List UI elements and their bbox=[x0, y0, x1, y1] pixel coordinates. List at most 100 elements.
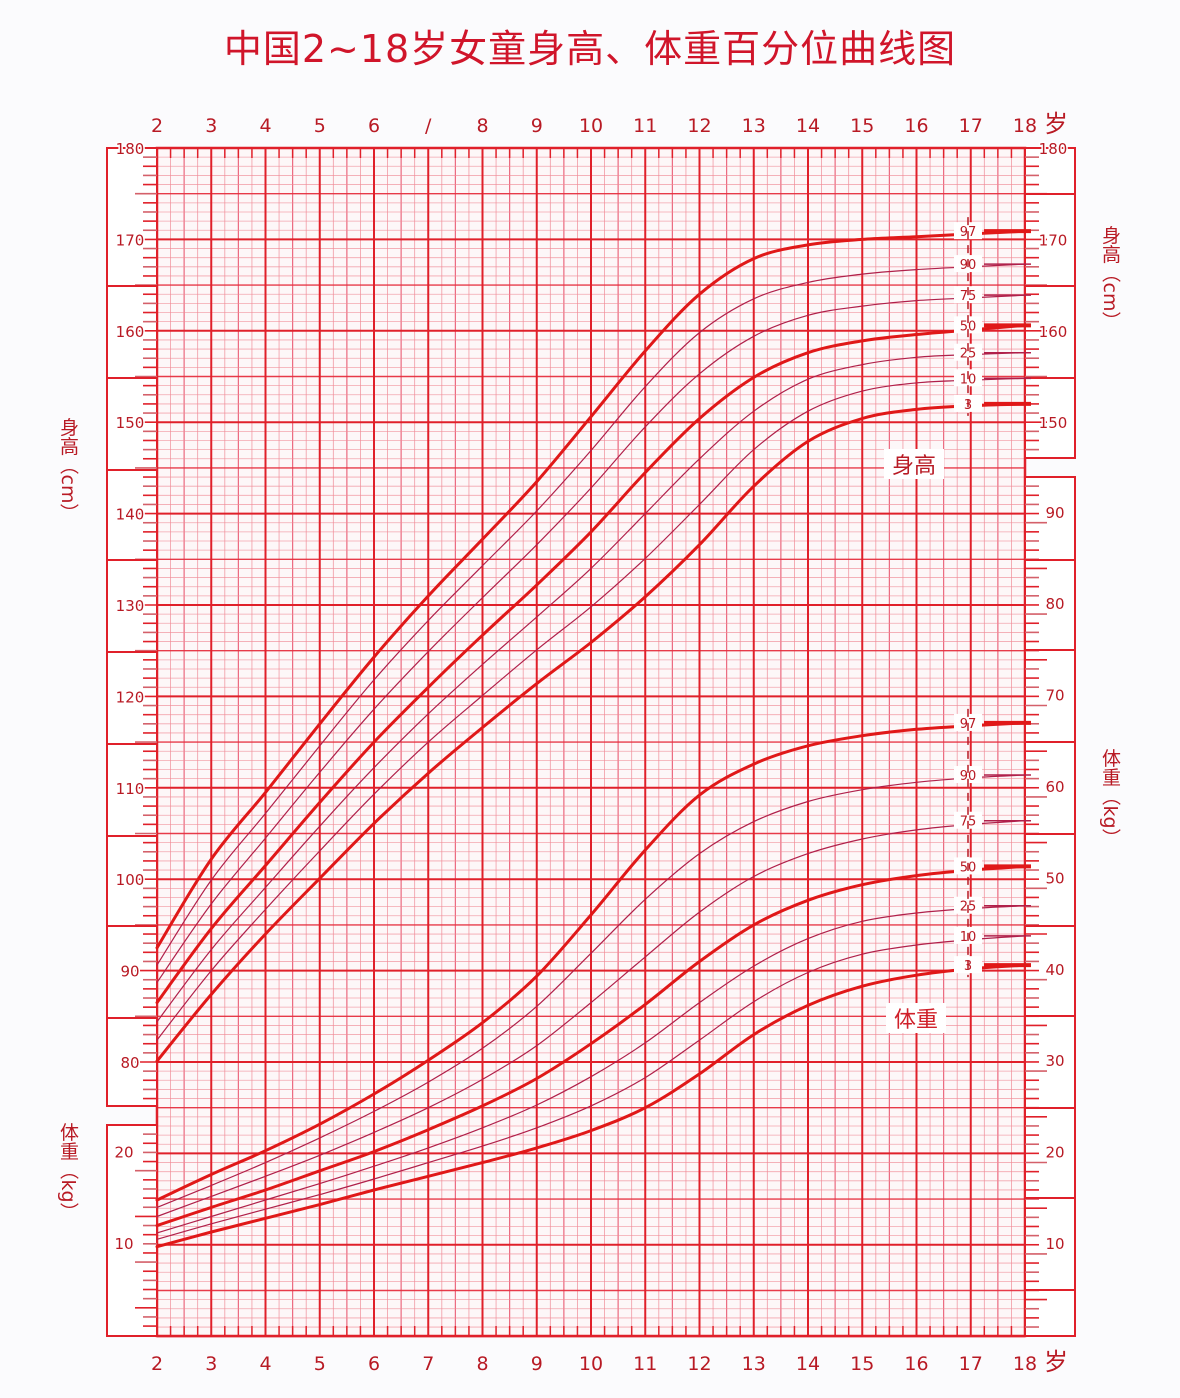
age-tick-bottom: 9 bbox=[531, 1353, 543, 1375]
age-tick-bottom: 17 bbox=[959, 1353, 983, 1375]
right-weight-tick: 40 bbox=[1045, 961, 1064, 979]
left-weight-tick: 10 bbox=[114, 1235, 133, 1253]
left-height-tick: 90 bbox=[120, 963, 139, 981]
age-tick-top: 5 bbox=[314, 115, 326, 137]
age-tick-bottom: 10 bbox=[579, 1353, 603, 1375]
right-weight-tick: 50 bbox=[1045, 869, 1064, 887]
height-curve-p75 bbox=[156, 294, 1026, 984]
weight-curve-p25 bbox=[156, 905, 1026, 1234]
age-tick-top: 12 bbox=[687, 115, 711, 137]
left-height-tick: 160 bbox=[116, 323, 145, 341]
left-weight-ruler bbox=[106, 1124, 158, 1337]
age-tick-top: 9 bbox=[531, 115, 543, 137]
height-percentile-label-p10: 10 bbox=[960, 372, 977, 387]
age-tick-top: 16 bbox=[904, 115, 928, 137]
height-percentile-label-p75: 75 bbox=[960, 289, 977, 304]
age-tick-top: 10 bbox=[579, 115, 603, 137]
weight-curve-p90 bbox=[156, 774, 1026, 1208]
age-tick-top: 4 bbox=[259, 115, 271, 137]
age-tick-bottom: 7 bbox=[422, 1353, 434, 1375]
left-weight-axis-label: 体重（kg） bbox=[57, 1122, 79, 1221]
height-percentile-label-p25: 25 bbox=[960, 347, 977, 362]
weight-curve-p97 bbox=[155, 721, 1027, 1202]
left-height-tick: 120 bbox=[116, 688, 145, 706]
weight-label-bg bbox=[954, 811, 982, 829]
height-section-label: 身高 bbox=[892, 454, 936, 479]
age-tick-bottom: 16 bbox=[904, 1353, 928, 1375]
age-tick-top: 2 bbox=[151, 115, 163, 137]
left-height-tick: 170 bbox=[116, 231, 145, 249]
age-tick-top: 8 bbox=[476, 115, 488, 137]
age-tick-top: 3 bbox=[205, 115, 217, 137]
age-tick-bottom: 8 bbox=[476, 1353, 488, 1375]
height-percentile-curves bbox=[155, 229, 1031, 1063]
right-weight-tick: 90 bbox=[1045, 504, 1064, 522]
left-height-tick: 130 bbox=[116, 597, 145, 615]
right-height-tick: 170 bbox=[1039, 231, 1068, 249]
age-tick-top: 6 bbox=[368, 115, 380, 137]
right-height-tick: 150 bbox=[1039, 414, 1068, 432]
right-weight-tick: 20 bbox=[1045, 1144, 1064, 1162]
axis-tick-labels: 2 3 4 5 6 / 8 9 10 11 12 13 14 15 16 17 18 2 3 4 5 6 7 8 9 10 11 12… bbox=[57, 110, 1121, 1376]
left-height-tick: 100 bbox=[116, 871, 145, 889]
weight-section-label-bg bbox=[886, 1003, 946, 1033]
age-unit-bottom: 岁 bbox=[1044, 1348, 1068, 1376]
height-label-bg bbox=[954, 222, 982, 240]
right-height-tick: 180 bbox=[1039, 140, 1068, 158]
chart-title: 中国2~18岁女童身高、体重百分位曲线图 bbox=[223, 27, 957, 71]
weight-label-bg bbox=[954, 766, 982, 784]
age-tick-bottom: 15 bbox=[850, 1353, 874, 1375]
height-label-bg bbox=[954, 343, 982, 361]
right-height-tick: 160 bbox=[1039, 323, 1068, 341]
height-percentile-label-p50: 50 bbox=[960, 319, 977, 334]
age-tick-bottom: 14 bbox=[796, 1353, 820, 1375]
age-tick-top: 11 bbox=[633, 115, 657, 137]
age-tick-bottom: 11 bbox=[633, 1353, 657, 1375]
weight-percentile-curves bbox=[155, 720, 1031, 1249]
age-tick-top: 13 bbox=[742, 115, 766, 137]
right-height-axis-label: 身高（cm） bbox=[1099, 225, 1121, 330]
weight-section-label: 体重 bbox=[894, 1008, 938, 1033]
age-tick-top: 15 bbox=[850, 115, 874, 137]
age-tick-bottom: 2 bbox=[151, 1353, 163, 1375]
age-tick-bottom: 5 bbox=[314, 1353, 326, 1375]
weight-curve-p50 bbox=[155, 864, 1027, 1228]
age-tick-bottom: 6 bbox=[368, 1353, 380, 1375]
left-height-tick: 150 bbox=[116, 414, 145, 432]
height-curve-p25 bbox=[156, 352, 1026, 1023]
height-curve-p10 bbox=[156, 377, 1026, 1041]
weight-curve-p3 bbox=[155, 963, 1027, 1249]
height-label-bg bbox=[954, 316, 982, 334]
right-weight-tick: 70 bbox=[1045, 687, 1064, 705]
height-curve-p3 bbox=[155, 402, 1027, 1063]
age-tick-bottom: 13 bbox=[742, 1353, 766, 1375]
age-tick-bottom: 4 bbox=[259, 1353, 271, 1375]
weight-curve-p10 bbox=[156, 935, 1026, 1240]
left-height-tick: 180 bbox=[116, 140, 145, 158]
age-tick-top: 17 bbox=[959, 115, 983, 137]
age-unit-top: 岁 bbox=[1044, 110, 1068, 138]
right-weight-tick: 60 bbox=[1045, 778, 1064, 796]
age-tick-top: / bbox=[425, 115, 432, 137]
age-tick-bottom: 12 bbox=[687, 1353, 711, 1375]
height-section-label-bg bbox=[884, 449, 944, 479]
left-height-tick: 140 bbox=[116, 506, 145, 524]
right-weight-axis-label: 体重（kg） bbox=[1099, 748, 1121, 847]
weight-curve-p75 bbox=[156, 820, 1026, 1218]
weight-percentile-label-p90: 90 bbox=[960, 769, 977, 784]
age-tick-bottom: 3 bbox=[205, 1353, 217, 1375]
percentile-labels: 31025507590973102550759097 bbox=[954, 217, 982, 978]
age-tick-bottom: 18 bbox=[1013, 1353, 1037, 1375]
left-height-ruler bbox=[106, 147, 158, 1107]
left-height-axis-label: 身高（cm） bbox=[57, 417, 79, 522]
height-curve-p50 bbox=[155, 323, 1027, 1005]
weight-label-bg bbox=[954, 713, 982, 731]
left-weight-tick: 20 bbox=[114, 1144, 133, 1162]
right-weight-tick: 30 bbox=[1045, 1052, 1064, 1070]
right-weight-tick: 80 bbox=[1045, 595, 1064, 613]
height-curve-p97 bbox=[155, 229, 1027, 950]
right-weight-tick: 10 bbox=[1045, 1235, 1064, 1253]
left-height-tick: 110 bbox=[116, 780, 145, 798]
